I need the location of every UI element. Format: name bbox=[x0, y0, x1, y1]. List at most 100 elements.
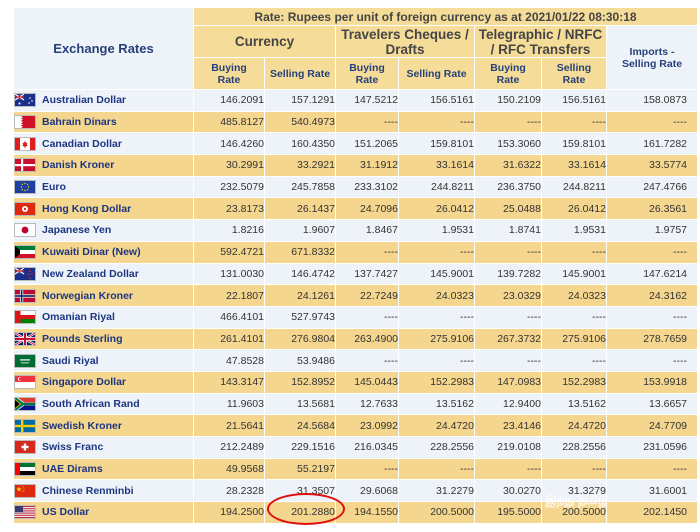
col-tc-buying: Buying Rate bbox=[335, 57, 399, 90]
currency-name: New Zealand Dollar bbox=[42, 267, 139, 280]
rate-tt-sell: 26.0412 bbox=[541, 197, 607, 221]
sg-flag-icon bbox=[14, 375, 36, 390]
col-label: Buying bbox=[211, 61, 247, 74]
rate-cur-sell: 1.9607 bbox=[264, 219, 336, 242]
currency-cell: Singapore Dollar bbox=[13, 370, 194, 394]
rate-imports: 1.9757 bbox=[605, 219, 699, 242]
currency-name: South African Rand bbox=[42, 397, 140, 410]
rate-tc-buy: 194.1550 bbox=[335, 501, 399, 524]
hk-flag-icon bbox=[14, 201, 36, 216]
rate-cur-sell: 160.4350 bbox=[264, 132, 336, 156]
rate-cur-buy: 30.2991 bbox=[193, 154, 265, 177]
rates-body: Australian Dollar 146.2091 157.1291 147.521… bbox=[13, 89, 699, 524]
rate-cur-buy: 22.1807 bbox=[193, 284, 265, 307]
rate-tc-buy: 263.4900 bbox=[335, 327, 399, 351]
rate-tt-sell: 228.2556 bbox=[541, 436, 607, 459]
currency-cell: Norwegian Kroner bbox=[13, 284, 194, 307]
rate-tc-sell: ---- bbox=[398, 457, 475, 481]
rate-tc-sell: ---- bbox=[398, 349, 475, 372]
rate-tt-buy: ---- bbox=[474, 349, 542, 372]
col-imports-line2: Selling Rate bbox=[621, 57, 683, 70]
table-row: Swedish Kroner 21.5641 24.5684 23.0992 24.47… bbox=[13, 414, 699, 437]
gb-flag-icon bbox=[14, 331, 36, 346]
ch-flag-icon bbox=[14, 440, 36, 455]
rate-tc-sell: 33.1614 bbox=[398, 154, 475, 177]
rate-cur-sell: 24.1261 bbox=[264, 284, 336, 307]
table-row: Norwegian Kroner 22.1807 24.1261 22.7249 24.… bbox=[13, 284, 699, 307]
currency-cell: South African Rand bbox=[13, 392, 194, 416]
group-currency: Currency bbox=[193, 25, 336, 58]
rate-tc-buy: 23.0992 bbox=[335, 414, 399, 437]
rate-cur-sell: 146.4742 bbox=[264, 262, 336, 286]
rate-tt-buy: 23.0329 bbox=[474, 284, 542, 307]
rate-imports: 247.4766 bbox=[605, 175, 699, 199]
rate-tt-sell: 244.8211 bbox=[541, 175, 607, 199]
rate-cur-sell: 229.1516 bbox=[264, 436, 336, 459]
exchange-rates-title: Exchange Rates bbox=[13, 7, 194, 90]
au-flag-icon bbox=[14, 93, 36, 108]
rate-imports: 161.7282 bbox=[605, 132, 699, 156]
currency-cell: New Zealand Dollar bbox=[13, 262, 194, 286]
rate-cur-sell: 152.8952 bbox=[264, 370, 336, 394]
rate-tt-buy: ---- bbox=[474, 305, 542, 329]
currency-cell: US Dollar bbox=[13, 501, 194, 524]
rate-tc-sell: 200.5000 bbox=[398, 501, 475, 524]
rate-tt-sell: 31.3279 bbox=[541, 479, 607, 503]
ca-flag-icon bbox=[14, 136, 36, 151]
rate-tc-sell: 26.0412 bbox=[398, 197, 475, 221]
table-row: Euro 232.5079 245.7858 233.3102 244.8211 236.… bbox=[13, 175, 699, 199]
currency-name: Japanese Yen bbox=[42, 224, 112, 237]
sa-flag-icon bbox=[14, 353, 36, 368]
rate-imports: 24.3162 bbox=[605, 284, 699, 307]
currency-name: Kuwaiti Dinar (New) bbox=[42, 246, 141, 259]
cn-flag-icon bbox=[14, 483, 36, 498]
group-telegraphic-line1: Telegraphic / NRFC bbox=[478, 26, 603, 42]
rate-cur-buy: 146.4260 bbox=[193, 132, 265, 156]
rate-imports: ---- bbox=[605, 110, 699, 134]
rate-tt-buy: 219.0108 bbox=[474, 436, 542, 459]
rate-cur-buy: 11.9603 bbox=[193, 392, 265, 416]
rate-cur-buy: 466.4101 bbox=[193, 305, 265, 329]
table-row: Australian Dollar 146.2091 157.1291 147.521… bbox=[13, 89, 699, 112]
rate-tc-sell: 1.9531 bbox=[398, 219, 475, 242]
rate-tt-sell: 156.5161 bbox=[541, 89, 607, 112]
col-currency-buying: Buying Rate bbox=[193, 57, 265, 90]
exchange-rates-table: Exchange Rates Rate: Rupees per unit of … bbox=[13, 7, 699, 524]
currency-cell: Euro bbox=[13, 175, 194, 199]
col-label: Selling Rate bbox=[406, 67, 467, 80]
rate-tc-buy: 216.0345 bbox=[335, 436, 399, 459]
rate-tt-sell: 13.5162 bbox=[541, 392, 607, 416]
rate-imports: 231.0596 bbox=[605, 436, 699, 459]
rate-cur-buy: 194.2500 bbox=[193, 501, 265, 524]
rate-imports: 31.6001 bbox=[605, 479, 699, 503]
rate-tc-sell: ---- bbox=[398, 240, 475, 264]
currency-cell: Bahrain Dinars bbox=[13, 110, 194, 134]
rate-tt-sell: 24.0323 bbox=[541, 284, 607, 307]
rate-tc-buy: 145.0443 bbox=[335, 370, 399, 394]
rate-cur-buy: 23.8173 bbox=[193, 197, 265, 221]
table-row: New Zealand Dollar 131.0030 146.4742 137.74… bbox=[13, 262, 699, 286]
col-label: Rate bbox=[496, 73, 520, 86]
rate-cur-buy: 232.5079 bbox=[193, 175, 265, 199]
col-label: Selling Rate bbox=[269, 67, 331, 80]
currency-cell: Chinese Renminbi bbox=[13, 479, 194, 503]
table-row: Saudi Riyal 47.8528 53.9486 ---- ---- ---- ---… bbox=[13, 349, 699, 372]
no-flag-icon bbox=[14, 288, 36, 303]
currency-name: US Dollar bbox=[42, 506, 90, 519]
rate-tt-buy: 147.0983 bbox=[474, 370, 542, 394]
rate-imports: ---- bbox=[605, 305, 699, 329]
currency-name: Singapore Dollar bbox=[42, 376, 127, 389]
rate-cur-sell: 26.1437 bbox=[264, 197, 336, 221]
rate-cur-buy: 592.4721 bbox=[193, 240, 265, 264]
table-row: US Dollar 194.2500 201.2880 194.1550 200.500… bbox=[13, 501, 699, 524]
rate-tc-sell: 31.2279 bbox=[398, 479, 475, 503]
col-label: Rate bbox=[217, 73, 241, 86]
table-row: Pounds Sterling 261.4101 276.9804 263.4900 2… bbox=[13, 327, 699, 351]
se-flag-icon bbox=[14, 418, 36, 433]
rate-cur-buy: 1.8216 bbox=[193, 219, 265, 242]
table-row: Canadian Dollar 146.4260 160.4350 151.2065 1… bbox=[13, 132, 699, 156]
rate-tt-sell: 33.1614 bbox=[541, 154, 607, 177]
rate-tt-buy: 139.7282 bbox=[474, 262, 542, 286]
rate-tc-buy: 137.7427 bbox=[335, 262, 399, 286]
currency-name: Pounds Sterling bbox=[42, 332, 123, 345]
